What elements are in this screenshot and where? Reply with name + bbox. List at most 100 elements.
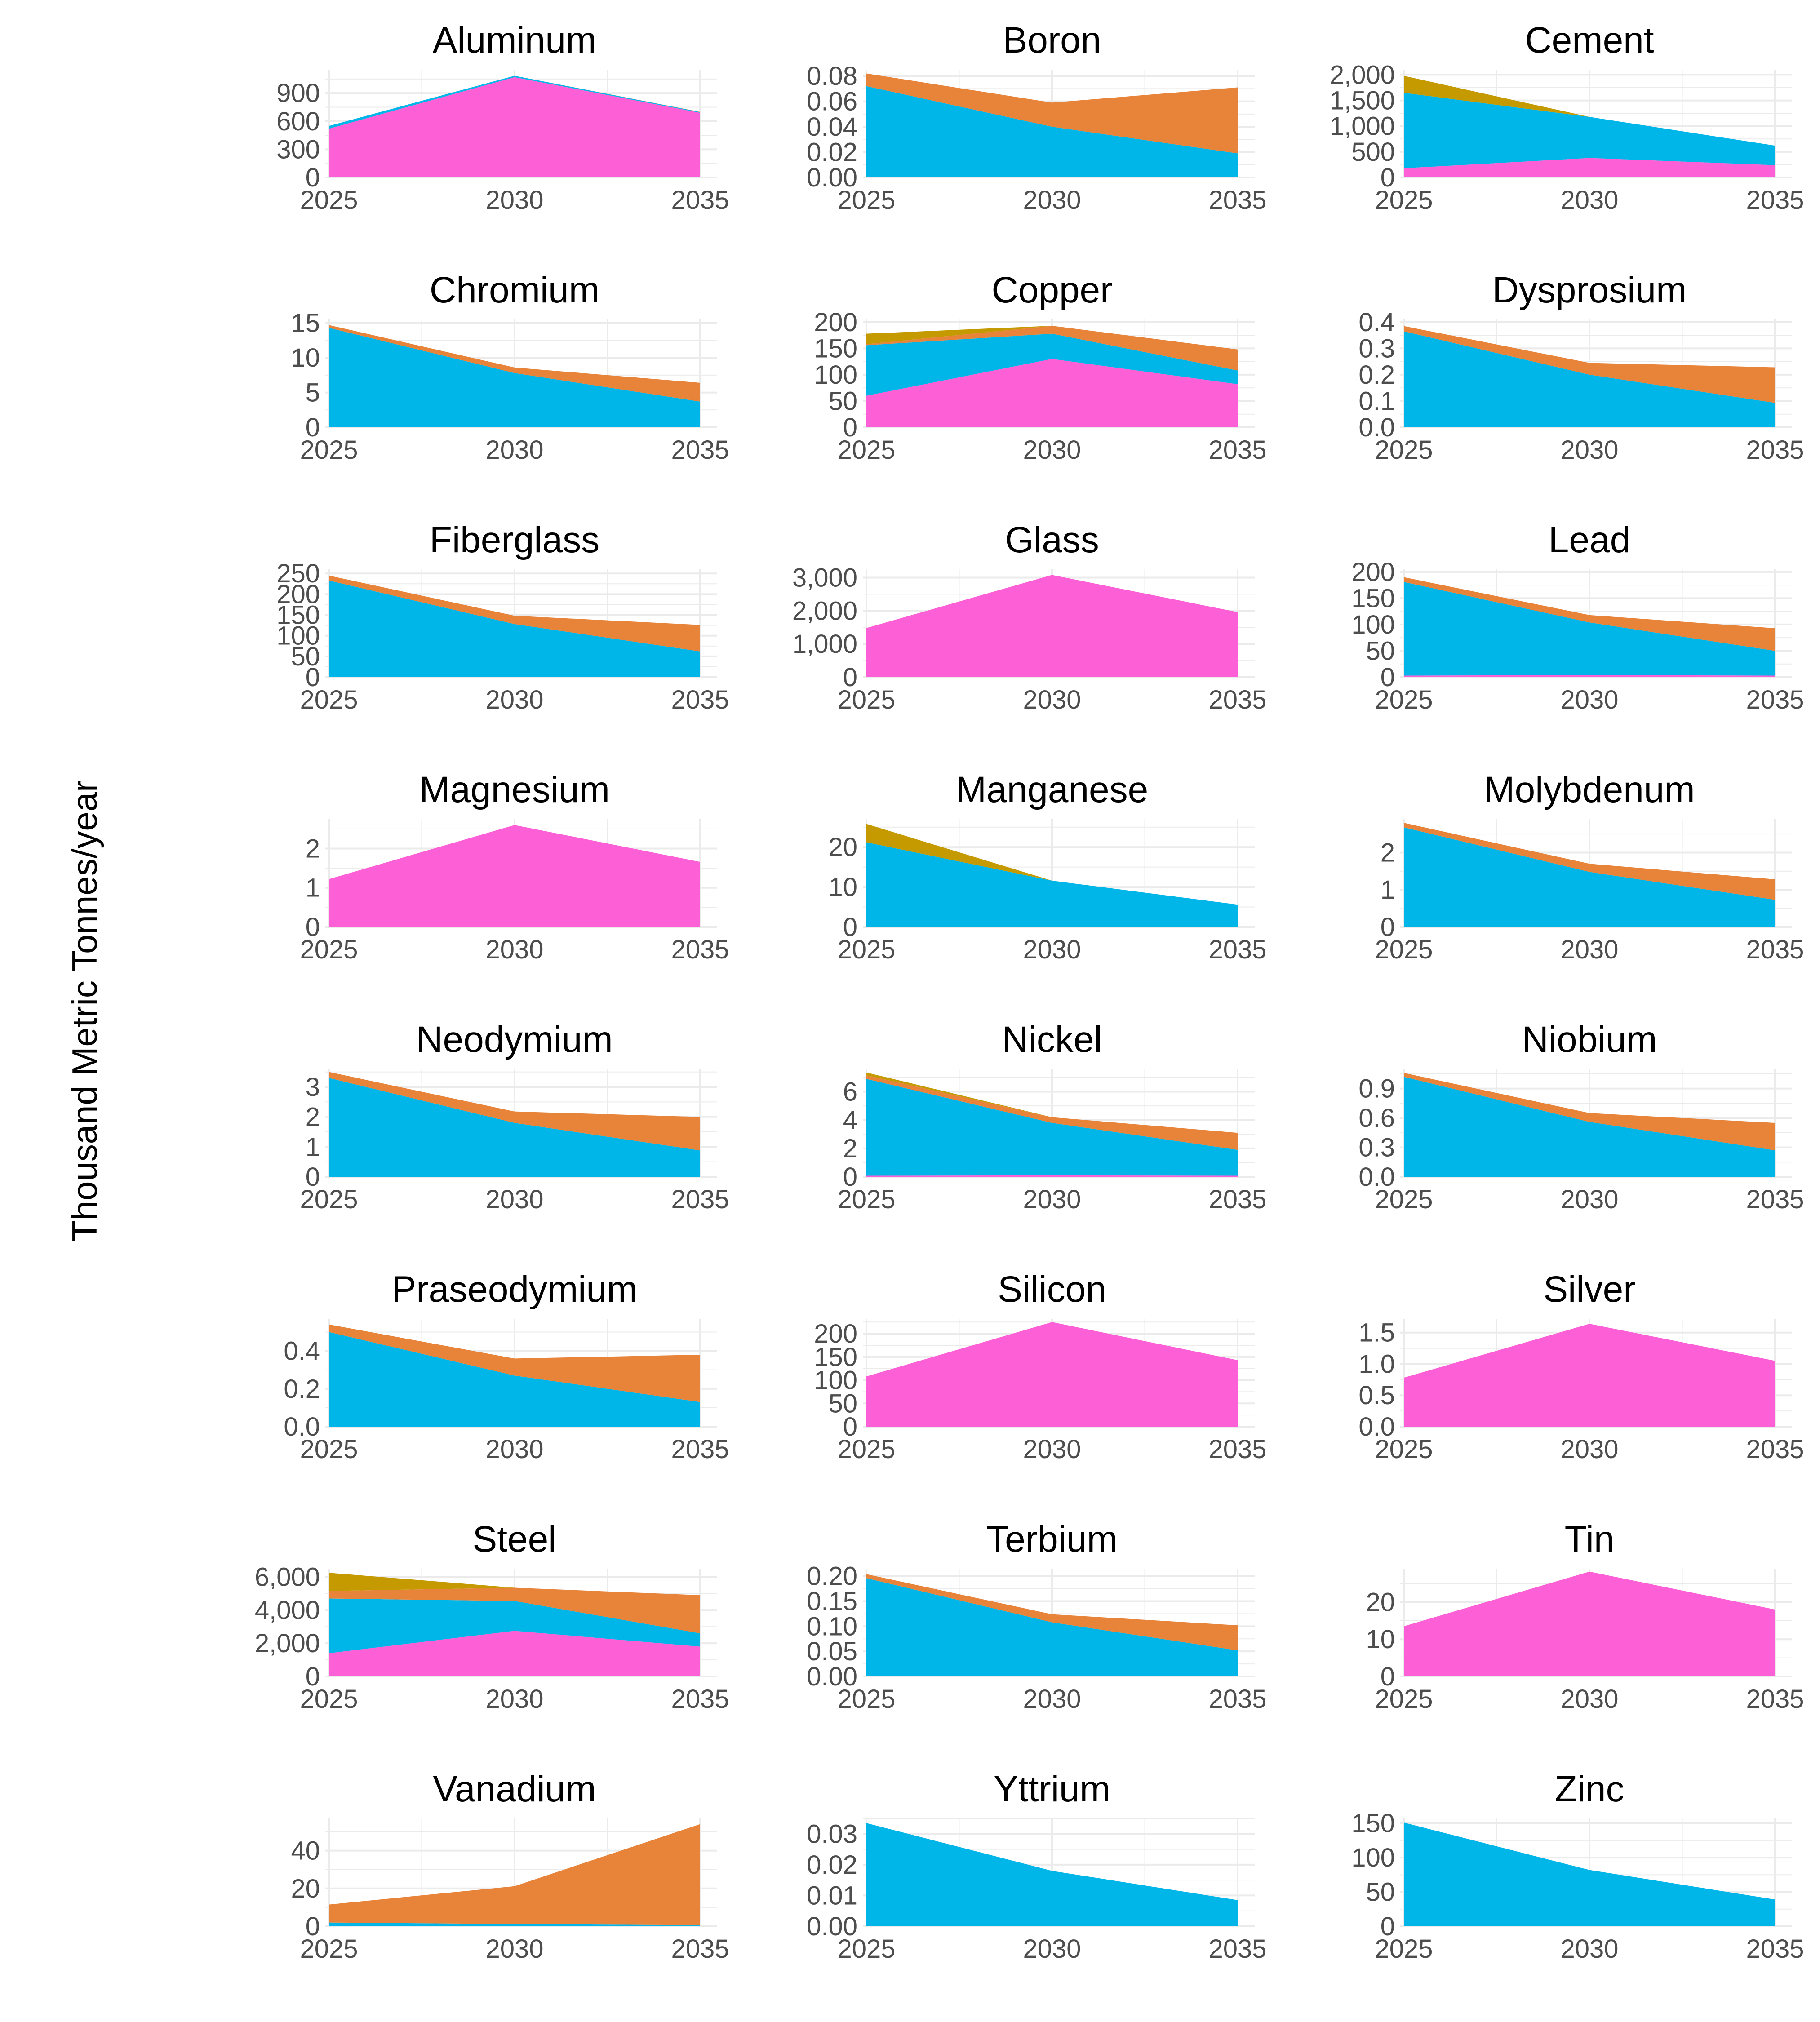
y-tick-label: 0.5 (1358, 1381, 1395, 1410)
panel-title: Dysprosium (1492, 270, 1687, 310)
panel-niobium: Niobium 0.00.30.60.9 2025 2030 2035 (1358, 1019, 1804, 1214)
y-tick-label: 3 (306, 1073, 320, 1102)
y-tick-label: 6,000 (255, 1562, 320, 1592)
area-series-fiberglass-1 (329, 575, 700, 652)
x-tick-label: 2035 (1208, 685, 1266, 714)
y-tick-label: 0 (1381, 1912, 1395, 1941)
y-tick-label: 50 (291, 642, 320, 671)
x-tick-label: 2035 (671, 935, 729, 964)
y-tick-label: 200 (814, 1319, 857, 1348)
area-series-manganese-0 (866, 842, 1238, 927)
y-tick-label: 0.0 (284, 1412, 320, 1441)
area-series-molybdenum-0 (1404, 827, 1775, 927)
y-tick-label: 10 (291, 343, 320, 372)
panel-title: Silver (1543, 1269, 1635, 1310)
panel-magnesium: Magnesium 0 1 2 2025 2030 2035 (300, 769, 729, 964)
x-tick-label: 2030 (485, 1185, 543, 1214)
y-tick-label: 0.9 (1358, 1074, 1395, 1104)
panel-boron: Boron 0.000.020.040.060.08 2025 2030 2035 (807, 20, 1266, 215)
panel-steel: Steel 0 2,000 4,000 6,000 2025 2030 2035 (255, 1519, 729, 1714)
y-tick-label: 0.2 (284, 1375, 320, 1404)
x-tick-label: 2025 (837, 935, 895, 964)
panel-dysprosium: Dysprosium 0.00.10.20.30.4 2025 2030 2035 (1358, 270, 1804, 465)
y-tick-label: 0 (306, 1912, 320, 1941)
x-tick-label: 2030 (1560, 1185, 1618, 1214)
y-tick-label: 0 (1381, 663, 1395, 692)
area-series-nickel-1 (866, 1079, 1238, 1176)
y-tick-label: 300 (276, 135, 320, 164)
y-tick-label: 1.0 (1358, 1349, 1395, 1379)
panel-vanadium: Vanadium 0 20 40 2025 2030 2035 (291, 1769, 729, 1964)
panel-silver: Silver 0.00.51.01.5 2025 2030 2035 (1358, 1269, 1804, 1464)
x-tick-label: 2025 (300, 1435, 358, 1464)
x-tick-label: 2030 (485, 186, 543, 215)
area-series-chromium-1 (329, 325, 700, 402)
y-tick-label: 0.01 (807, 1881, 857, 1910)
x-tick-label: 2025 (300, 435, 358, 465)
y-tick-label: 1.5 (1358, 1318, 1395, 1348)
x-tick-label: 2035 (1746, 935, 1804, 964)
x-tick-label: 2025 (1375, 1685, 1433, 1714)
x-tick-label: 2035 (1746, 1934, 1804, 1964)
area-series-yttrium-0 (866, 1823, 1238, 1926)
area-series-niobium-0 (1404, 1077, 1775, 1177)
y-tick-label: 0 (306, 163, 320, 192)
panel-title: Boron (1003, 20, 1101, 61)
y-tick-label: 50 (828, 1389, 857, 1418)
x-tick-label: 2030 (1023, 1435, 1081, 1464)
x-tick-label: 2035 (671, 186, 729, 215)
panel-glass: Glass 0 1,000 2,000 3,000 2025 2030 2035 (792, 519, 1267, 714)
panel-title: Terbium (986, 1519, 1118, 1560)
y-tick-label: 0 (306, 663, 320, 692)
x-tick-label: 2025 (300, 685, 358, 714)
x-tick-label: 2030 (485, 685, 543, 714)
area-series-tin-0 (1404, 1571, 1775, 1676)
y-tick-label: 0 (306, 1662, 320, 1691)
y-tick-label: 0.02 (807, 138, 857, 167)
y-tick-label: 0.0 (1358, 1412, 1395, 1441)
panel-yttrium: Yttrium 0.000.010.020.03 2025 2030 2035 (807, 1769, 1266, 1964)
area-series-steel-2 (329, 1587, 700, 1633)
x-tick-label: 2035 (1746, 186, 1804, 215)
y-tick-label: 0 (843, 413, 857, 442)
x-tick-label: 2030 (485, 935, 543, 964)
y-tick-label: 4 (843, 1106, 857, 1135)
x-tick-label: 2025 (300, 1685, 358, 1714)
y-tick-label: 600 (276, 107, 320, 136)
x-tick-label: 2030 (1560, 935, 1618, 964)
x-tick-label: 2030 (485, 435, 543, 465)
area-series-neodymium-1 (329, 1072, 700, 1151)
panel-title: Aluminum (433, 20, 597, 61)
x-tick-label: 2035 (671, 685, 729, 714)
y-tick-label: 0.20 (807, 1562, 857, 1591)
y-tick-label: 200 (276, 580, 320, 609)
area-series-aluminum-0 (329, 77, 700, 177)
panel-title: Glass (1005, 519, 1099, 560)
y-tick-label: 150 (814, 334, 857, 363)
area-series-vanadium-1 (329, 1824, 700, 1925)
y-tick-label: 20 (291, 1874, 320, 1903)
area-series-copper-2 (866, 326, 1238, 371)
x-tick-label: 2025 (837, 435, 895, 465)
area-series-nickel-2 (866, 1075, 1238, 1150)
area-series-neodymium-0 (329, 1078, 700, 1177)
x-tick-label: 2035 (1746, 1185, 1804, 1214)
panel-title: Praseodymium (392, 1269, 638, 1310)
x-tick-label: 2025 (1375, 435, 1433, 465)
area-series-vanadium-0 (329, 1922, 700, 1926)
area-series-praseodymium-0 (329, 1332, 700, 1427)
panel-title: Lead (1549, 519, 1630, 560)
x-tick-label: 2025 (1375, 1435, 1433, 1464)
y-tick-label: 0 (306, 413, 320, 442)
y-tick-label: 100 (814, 1366, 857, 1395)
area-series-copper-3 (866, 326, 1238, 350)
area-series-niobium-1 (1404, 1073, 1775, 1151)
panel-title: Silicon (998, 1269, 1106, 1310)
y-tick-label: 0.15 (807, 1587, 857, 1616)
y-tick-label: 0.3 (1358, 334, 1395, 363)
panel-title: Steel (473, 1519, 557, 1560)
